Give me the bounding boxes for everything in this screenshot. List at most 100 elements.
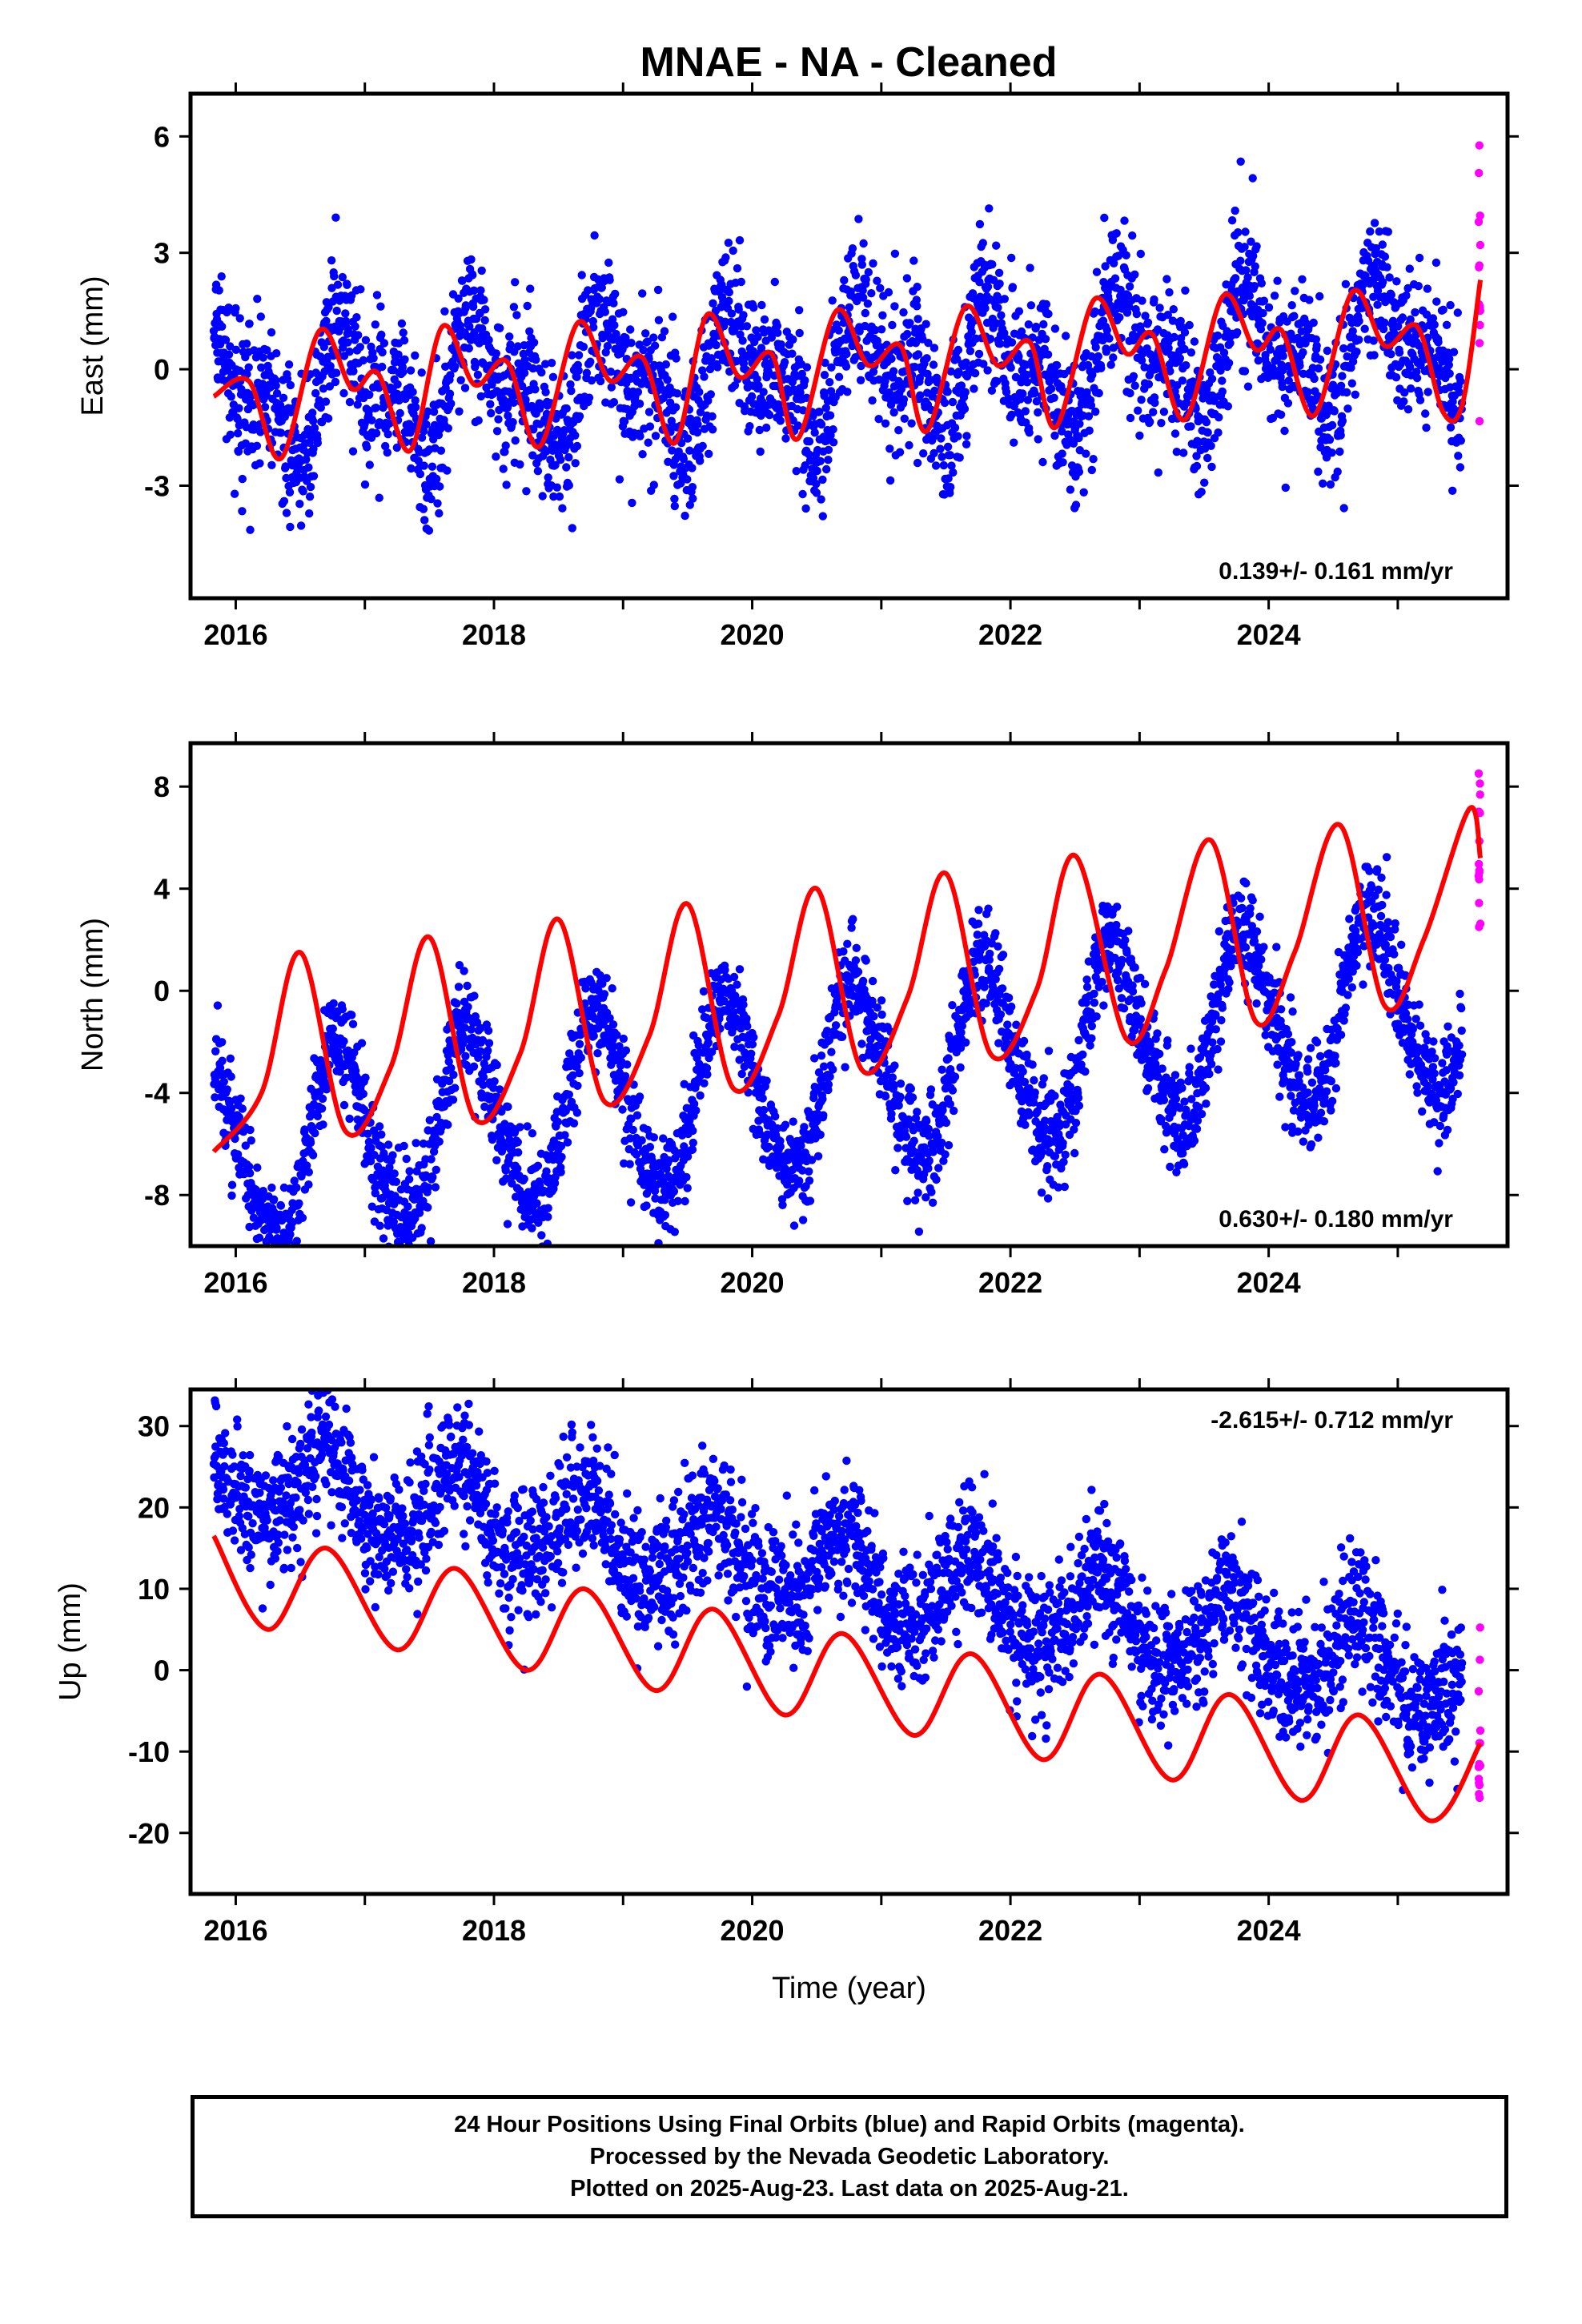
final-orbit-point — [367, 1202, 376, 1211]
final-orbit-point — [305, 509, 314, 518]
final-orbit-point — [1115, 313, 1124, 322]
final-orbit-point — [435, 1137, 444, 1146]
final-orbit-point — [414, 1250, 422, 1258]
final-orbit-point — [224, 304, 233, 312]
final-orbit-point — [1264, 303, 1274, 312]
final-orbit-point — [798, 1166, 807, 1175]
final-orbit-point — [1380, 318, 1389, 328]
final-orbit-point — [525, 327, 534, 336]
final-orbit-point — [1218, 376, 1227, 385]
final-orbit-point — [567, 386, 576, 396]
final-orbit-point — [798, 489, 807, 499]
final-orbit-point — [1370, 219, 1379, 227]
final-orbit-point — [899, 308, 908, 317]
final-orbit-point — [619, 1034, 628, 1043]
final-orbit-point — [494, 415, 503, 424]
rapid-orbit-point — [1476, 320, 1484, 330]
final-orbit-point — [215, 286, 223, 295]
final-orbit-point — [551, 460, 560, 469]
final-orbit-point — [608, 1020, 618, 1029]
final-orbit-point — [298, 1213, 307, 1223]
final-orbit-point — [848, 244, 857, 253]
final-orbit-point — [957, 381, 966, 390]
final-orbit-point — [596, 971, 604, 980]
final-orbit-point — [488, 1135, 497, 1144]
final-orbit-point — [1042, 300, 1051, 309]
final-orbit-point — [1199, 394, 1207, 403]
final-orbit-point — [526, 284, 535, 293]
final-orbit-point — [867, 289, 876, 298]
final-orbit-point — [633, 388, 643, 396]
final-orbit-point — [813, 466, 821, 476]
final-orbit-point — [219, 1077, 228, 1087]
x-tick-label: 2018 — [462, 618, 526, 651]
final-orbit-point — [757, 300, 766, 310]
final-orbit-point — [1094, 388, 1103, 398]
final-orbit-point — [970, 368, 980, 378]
final-orbit-point — [1050, 324, 1060, 333]
final-orbit-point — [628, 498, 636, 508]
final-orbit-point — [773, 321, 782, 331]
final-orbit-point — [1423, 388, 1432, 396]
final-orbit-point — [396, 1252, 404, 1261]
final-orbit-point — [840, 275, 849, 285]
final-orbit-point — [1097, 364, 1106, 372]
final-orbit-point — [1335, 447, 1344, 456]
final-orbit-point — [961, 388, 970, 396]
final-orbit-point — [279, 1259, 287, 1267]
final-orbit-point — [1278, 382, 1287, 392]
final-orbit-point — [939, 1156, 948, 1165]
final-orbit-point — [704, 396, 713, 405]
final-orbit-point — [1406, 384, 1415, 393]
final-orbit-point — [955, 453, 964, 462]
final-orbit-point — [411, 396, 420, 405]
final-orbit-point — [643, 337, 652, 346]
final-orbit-point — [574, 366, 583, 375]
final-orbit-point — [673, 389, 682, 398]
final-orbit-point — [325, 382, 335, 391]
final-orbit-point — [913, 1188, 922, 1197]
final-orbit-point — [1315, 292, 1324, 301]
final-orbit-point — [825, 1072, 834, 1081]
final-orbit-point — [975, 278, 984, 287]
final-orbit-point — [1026, 263, 1034, 272]
final-orbit-point — [869, 259, 877, 268]
final-orbit-point — [1305, 296, 1314, 304]
final-orbit-point — [424, 1183, 433, 1192]
final-orbit-point — [1082, 449, 1090, 458]
final-orbit-point — [429, 408, 439, 416]
final-orbit-point — [729, 972, 739, 982]
final-orbit-point — [476, 1047, 485, 1055]
final-orbit-point — [1448, 486, 1457, 495]
final-orbit-point — [433, 499, 442, 508]
final-orbit-point — [571, 459, 580, 468]
final-orbit-point — [781, 434, 790, 443]
final-orbit-point — [425, 1116, 434, 1125]
final-orbit-point — [233, 414, 242, 424]
final-orbit-point — [876, 283, 885, 292]
final-orbit-point — [509, 303, 519, 312]
final-orbit-point — [378, 362, 387, 372]
final-orbit-point — [696, 1091, 705, 1100]
final-orbit-point — [303, 427, 313, 436]
final-orbit-point — [1141, 312, 1150, 320]
final-orbit-point — [1102, 326, 1112, 335]
final-orbit-point — [885, 476, 895, 485]
final-orbit-point — [436, 446, 446, 455]
final-orbit-point — [319, 343, 328, 352]
final-orbit-point — [255, 459, 264, 468]
final-orbit-point — [365, 390, 374, 400]
final-orbit-point — [1449, 348, 1459, 356]
final-orbit-point — [890, 302, 899, 311]
final-orbit-point — [721, 966, 729, 975]
final-orbit-point — [700, 1079, 709, 1088]
final-orbit-point — [448, 1096, 458, 1104]
final-orbit-point — [805, 1176, 814, 1185]
final-orbit-point — [405, 1175, 414, 1184]
final-orbit-point — [913, 1108, 921, 1116]
final-orbit-point — [1034, 408, 1042, 417]
final-orbit-point — [1431, 258, 1441, 267]
final-orbit-point — [758, 397, 767, 407]
final-orbit-point — [480, 1102, 489, 1112]
final-orbit-point — [789, 416, 797, 425]
